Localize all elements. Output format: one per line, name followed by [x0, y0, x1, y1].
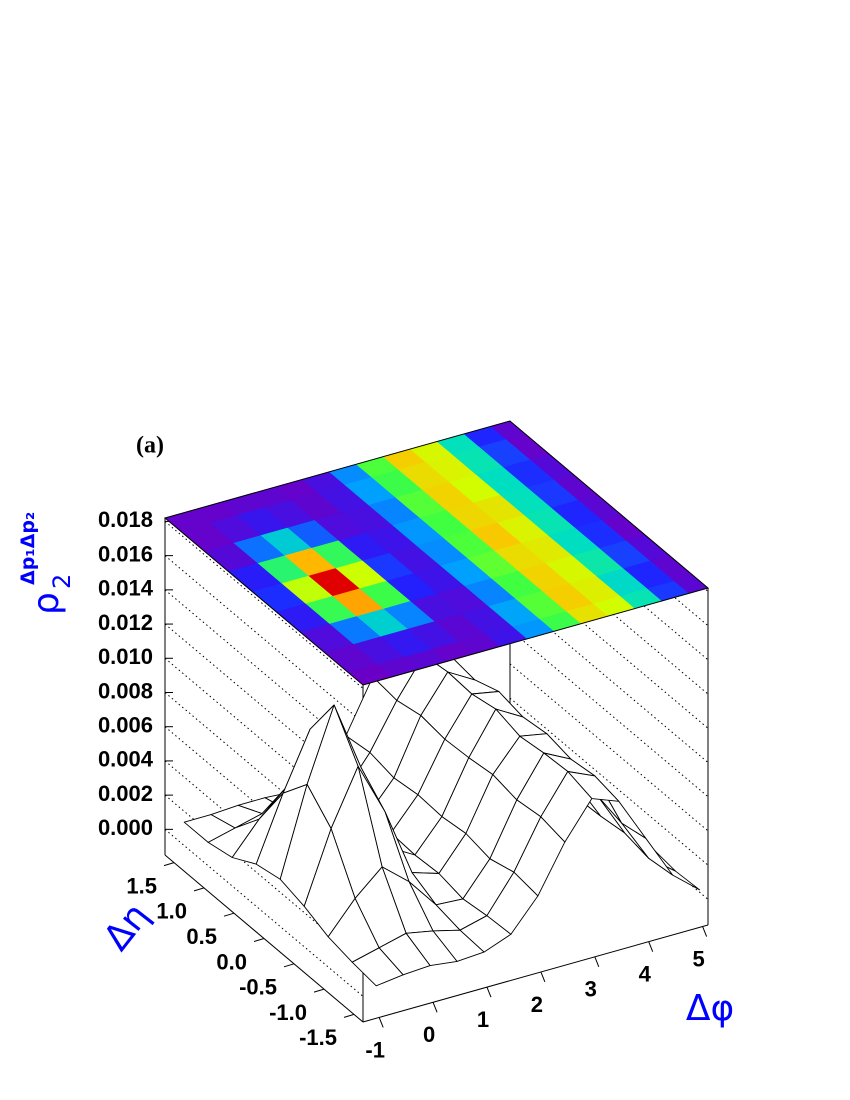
x-tick-label: -1 — [365, 1037, 385, 1062]
z-tick-label: 0.000 — [98, 815, 153, 840]
z-title-sup: Δp₁Δp₂ — [17, 512, 39, 585]
y-tick — [223, 912, 235, 917]
x-tick — [702, 926, 708, 937]
y-tick-label: -1.0 — [269, 1000, 307, 1025]
top-face-outline — [163, 420, 710, 686]
x-tick-label: 0 — [423, 1022, 435, 1047]
box-edge — [362, 924, 709, 1023]
y-tick — [193, 887, 205, 892]
surface-cell — [351, 947, 404, 987]
x-axis-title: Δφ — [686, 988, 734, 1029]
y-tick-label: -0.5 — [239, 975, 277, 1000]
y-tick-label: 1.0 — [156, 899, 187, 924]
z-tick-label: 0.010 — [98, 644, 153, 669]
y-tick-label: -1.5 — [299, 1025, 337, 1050]
x-tick-label: 4 — [639, 961, 652, 986]
z-tick-label: 0.014 — [98, 576, 154, 601]
z-title-sub: 2 — [48, 574, 76, 589]
x-tick — [378, 1017, 384, 1028]
y-tick-label: 1.5 — [126, 873, 157, 898]
z-title-symbol: ρ — [26, 592, 67, 615]
x-tick-label: 3 — [585, 977, 597, 1002]
y-tick — [343, 1013, 355, 1018]
y-tick — [253, 938, 265, 942]
x-tick — [648, 941, 654, 952]
annotation: (a) — [136, 433, 164, 459]
x-tick-label: 2 — [531, 992, 543, 1017]
x-tick-label: 1 — [477, 1007, 489, 1032]
z-tick-label: 0.018 — [98, 507, 153, 532]
z-tick-label: 0.004 — [98, 747, 154, 772]
z-tick-label: 0.012 — [98, 610, 153, 635]
z-tick-label: 0.016 — [98, 541, 153, 566]
z-tick-label: 0.006 — [98, 713, 153, 738]
surface-cell — [621, 822, 674, 876]
y-tick — [313, 988, 325, 993]
z-axis-title: ρ 2 Δp₁Δp₂ — [17, 512, 76, 615]
y-tick-label: 0.0 — [216, 949, 247, 974]
y-tick-label: 0.5 — [186, 924, 217, 949]
x-tick — [594, 956, 600, 968]
z-tick-label: 0.002 — [98, 781, 153, 806]
y-tick — [283, 963, 295, 968]
y-axis-title: Δη — [96, 896, 158, 959]
x-tick-label: 5 — [692, 946, 704, 971]
x-tick — [432, 1002, 438, 1013]
x-tick — [486, 986, 492, 998]
z-tick-label: 0.008 — [98, 678, 153, 703]
x-tick — [540, 971, 546, 983]
y-tick — [163, 862, 175, 867]
